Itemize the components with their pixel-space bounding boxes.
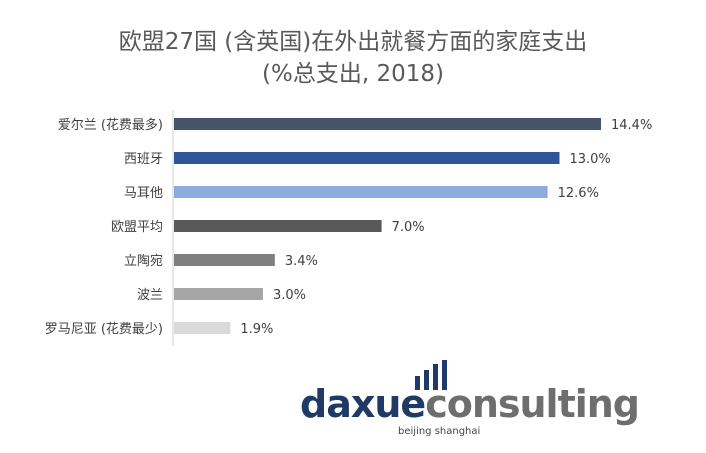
- bar: [174, 254, 275, 266]
- value-label: 13.0%: [569, 152, 610, 167]
- bar: [174, 186, 548, 198]
- bar: [174, 288, 263, 300]
- chart-title-line1: 欧盟27国 (含英国)在外出就餐方面的家庭支出: [118, 29, 588, 55]
- category-label: 欧盟平均: [111, 220, 163, 235]
- category-label: 波兰: [137, 288, 163, 303]
- category-label: 西班牙: [124, 152, 163, 167]
- logo-subtitle: beijing shanghai: [398, 426, 481, 437]
- logo-wordmark: daxueconsulting: [300, 382, 640, 426]
- bars-layer: 爱尔兰 (花费最多) 14.4% 西班牙 13.0% 马耳他 12.6% 欧盟平均 7.0% 立…: [45, 117, 653, 337]
- value-label: 3.0%: [273, 288, 306, 303]
- bar: [174, 118, 601, 130]
- bar: [174, 152, 560, 164]
- chart-title-line2: (%总支出, 2018): [262, 61, 444, 87]
- value-label: 1.9%: [240, 322, 273, 337]
- category-label: 立陶宛: [124, 253, 163, 269]
- logo-wordmark-part2: consulting: [425, 382, 640, 426]
- bar: [174, 322, 231, 334]
- company-logo: daxueconsulting beijing shanghai: [300, 360, 660, 440]
- category-label: 马耳他: [124, 186, 163, 201]
- bar-chart-icon: [415, 360, 447, 390]
- bar-chart: 爱尔兰 (花费最多) 14.4% 西班牙 13.0% 马耳他 12.6% 欧盟平均 7.0% 立…: [45, 110, 653, 346]
- category-label: 爱尔兰 (花费最多): [58, 117, 163, 133]
- value-label: 14.4%: [611, 118, 652, 133]
- chart-title: 欧盟27国 (含英国)在外出就餐方面的家庭支出 (%总支出, 2018): [0, 26, 706, 90]
- category-label: 罗马尼亚 (花费最少): [45, 321, 163, 337]
- value-label: 3.4%: [285, 254, 318, 269]
- value-label: 7.0%: [392, 220, 425, 235]
- logo-wordmark-part1: daxue: [300, 382, 426, 426]
- bar: [174, 220, 382, 232]
- value-label: 12.6%: [558, 186, 599, 201]
